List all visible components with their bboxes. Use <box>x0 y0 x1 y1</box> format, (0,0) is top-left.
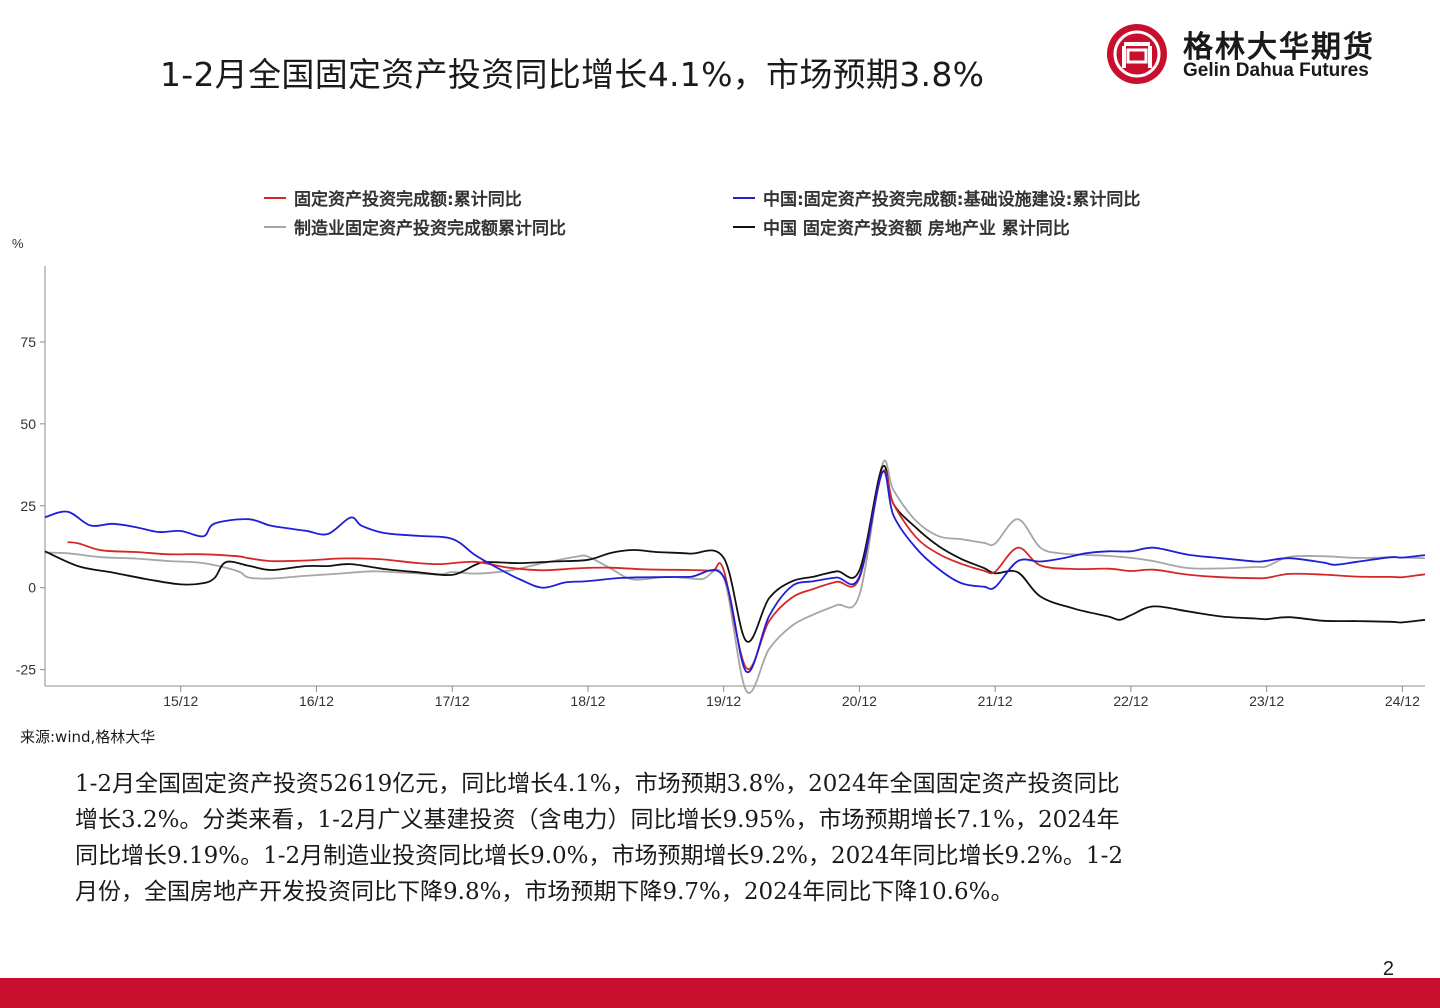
x-tick-label: 24/12 <box>1385 693 1420 709</box>
x-tick-label: 21/12 <box>978 693 1013 709</box>
body-line: 增长3.2%。分类来看，1-2月广义基建投资（含电力）同比增长9.95%，市场预… <box>75 807 1120 833</box>
y-tick-label: 50 <box>20 416 36 432</box>
source-note: 来源:wind,格林大华 <box>20 728 156 746</box>
legend-swatch-blue <box>733 196 755 199</box>
x-tick-label: 16/12 <box>299 693 334 709</box>
series-line-3 <box>44 464 1426 643</box>
x-tick-label: 19/12 <box>706 693 741 709</box>
logo-name-en: Gelin Dahua Futures <box>1183 60 1369 81</box>
y-tick-label: -25 <box>16 662 36 678</box>
legend-label: 中国 固定资产投资额 房地产业 累计同比 <box>763 219 1070 239</box>
logo-emblem-icon <box>1107 24 1167 84</box>
body-line: 月份，全国房地产开发投资同比下降9.8%，市场预期下降9.7%，2024年同比下… <box>75 879 1014 905</box>
body-text: 1-2月全国固定资产投资52619亿元，同比增长4.1%，市场预期3.8%，20… <box>75 766 1375 910</box>
y-tick-label: 25 <box>20 498 36 514</box>
company-logo: 格林大华期货 Gelin Dahua Futures <box>1105 18 1425 88</box>
body-line: 1-2月全国固定资产投资52619亿元，同比增长4.1%，市场预期3.8%，20… <box>75 771 1120 797</box>
page-number: 2 <box>1382 958 1394 980</box>
legend-item-infrastructure: 中国:固定资产投资完成额:基础设施建设:累计同比 <box>733 185 1140 210</box>
y-axis-unit-label: % <box>12 236 24 251</box>
y-tick-label: 75 <box>20 334 36 350</box>
legend-swatch-black <box>733 225 755 228</box>
legend-item-fixed-asset: 固定资产投资完成额:累计同比 <box>264 185 522 210</box>
x-tick-label: 22/12 <box>1113 693 1148 709</box>
body-line: 同比增长9.19%。1-2月制造业投资同比增长9.0%，市场预期增长9.2%，2… <box>75 843 1123 869</box>
line-chart: % -25 0 25 50 75 15/12 16/12 17/12 18/12 19/12 20/1… <box>12 236 1426 709</box>
x-tick-label: 17/12 <box>435 693 470 709</box>
legend-item-manufacturing: 制造业固定资产投资完成额累计同比 <box>264 214 566 239</box>
y-tick-label: 0 <box>28 580 36 596</box>
x-tick-label: 15/12 <box>163 693 198 709</box>
series-line-0 <box>67 469 1426 670</box>
logo-name-cn: 格林大华期货 <box>1183 30 1375 65</box>
x-tick-label: 18/12 <box>570 693 605 709</box>
x-tick-label: 23/12 <box>1249 693 1284 709</box>
legend-label: 制造业固定资产投资完成额累计同比 <box>294 219 566 239</box>
legend-swatch-gray <box>264 225 286 228</box>
series-line-2 <box>44 459 1426 694</box>
legend-item-real-estate: 中国 固定资产投资额 房地产业 累计同比 <box>733 214 1070 239</box>
legend-label: 固定资产投资完成额:累计同比 <box>294 190 522 210</box>
legend-swatch-red <box>264 196 286 199</box>
x-tick-label: 20/12 <box>842 693 877 709</box>
slide-title: 1-2月全国固定资产投资同比增长4.1%，市场预期3.8% <box>160 55 985 94</box>
footer-bar <box>0 978 1440 1008</box>
legend-label: 中国:固定资产投资完成额:基础设施建设:累计同比 <box>763 190 1141 210</box>
series-line-1 <box>44 470 1426 673</box>
